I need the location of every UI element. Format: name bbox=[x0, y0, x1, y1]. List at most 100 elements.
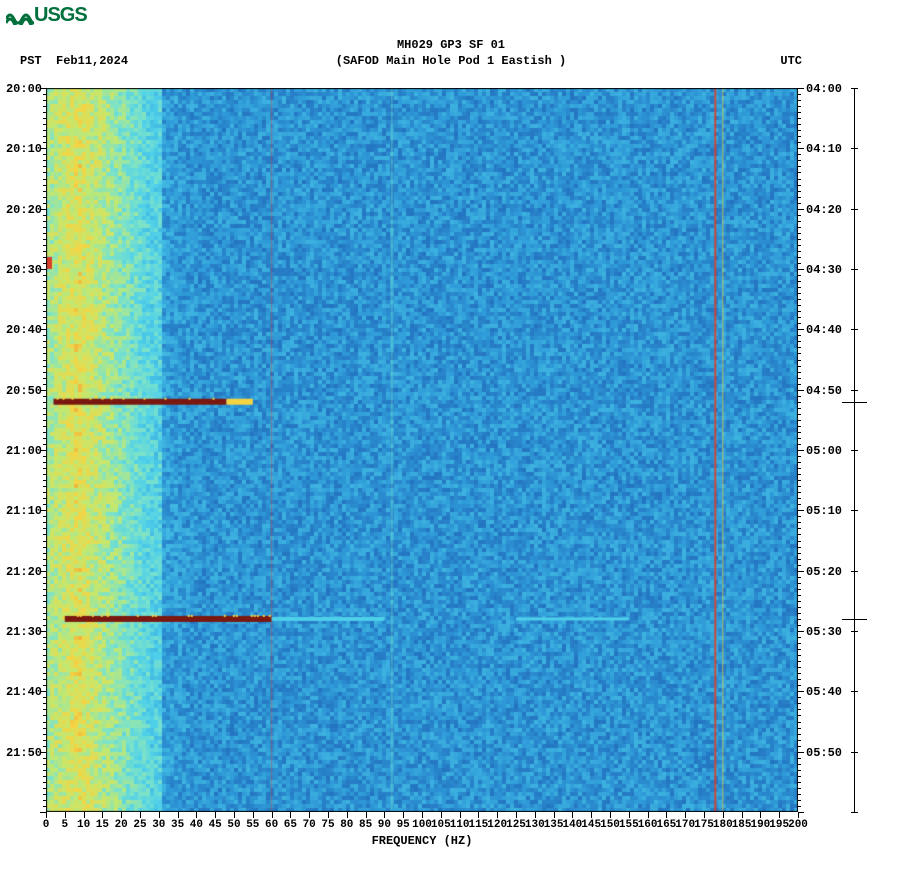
x-tick bbox=[178, 812, 179, 818]
x-tick-label: 155 bbox=[619, 819, 639, 831]
y-left-label: 20:50 bbox=[2, 384, 42, 398]
x-tick-label: 65 bbox=[284, 819, 297, 831]
y-left-minor bbox=[43, 293, 46, 294]
y-left-minor bbox=[43, 709, 46, 710]
y-right-minor bbox=[798, 703, 801, 704]
y-left-minor bbox=[43, 335, 46, 336]
x-tick bbox=[384, 812, 385, 818]
y-right-minor bbox=[798, 257, 801, 258]
y-right-minor bbox=[798, 480, 801, 481]
y-left-minor bbox=[43, 263, 46, 264]
side-tick bbox=[851, 450, 858, 451]
y-right-minor bbox=[798, 637, 801, 638]
y-right-minor bbox=[798, 166, 801, 167]
y-left-minor bbox=[43, 601, 46, 602]
x-tick bbox=[648, 812, 649, 818]
y-left-minor bbox=[43, 806, 46, 807]
y-left-minor bbox=[43, 124, 46, 125]
date-label: Feb11,2024 bbox=[56, 54, 128, 68]
y-left-minor bbox=[43, 275, 46, 276]
y-left-minor bbox=[43, 667, 46, 668]
y-left-minor bbox=[43, 426, 46, 427]
y-left-minor bbox=[43, 746, 46, 747]
x-tick-label: 25 bbox=[133, 819, 146, 831]
side-tick bbox=[851, 209, 858, 210]
y-left-minor bbox=[43, 347, 46, 348]
y-left-minor bbox=[43, 245, 46, 246]
y-right-minor bbox=[798, 740, 801, 741]
y-left-label: 20:40 bbox=[2, 323, 42, 337]
x-tick bbox=[366, 812, 367, 818]
y-left-minor bbox=[43, 637, 46, 638]
y-right-minor bbox=[798, 806, 801, 807]
plot-title-line2: (SAFOD Main Hole Pod 1 Eastish ) bbox=[0, 54, 902, 68]
y-left-label: 20:30 bbox=[2, 263, 42, 277]
y-left-minor bbox=[43, 100, 46, 101]
y-left-minor bbox=[43, 625, 46, 626]
x-tick bbox=[478, 812, 479, 818]
y-left-minor bbox=[43, 468, 46, 469]
y-left-minor bbox=[43, 402, 46, 403]
x-axis-title: FREQUENCY (HZ) bbox=[46, 834, 798, 848]
y-right-minor bbox=[798, 468, 801, 469]
x-tick bbox=[535, 812, 536, 818]
side-tick bbox=[851, 571, 858, 572]
x-tick-label: 85 bbox=[359, 819, 372, 831]
y-right-minor bbox=[798, 504, 801, 505]
y-left-minor bbox=[43, 679, 46, 680]
y-right-label: 05:30 bbox=[806, 625, 852, 639]
y-left-minor bbox=[43, 185, 46, 186]
y-right-minor bbox=[798, 800, 801, 801]
y-right-minor bbox=[798, 311, 801, 312]
y-right-minor bbox=[798, 100, 801, 101]
y-left-label: 21:00 bbox=[2, 444, 42, 458]
y-left-label: 21:30 bbox=[2, 625, 42, 639]
y-right-minor bbox=[798, 715, 801, 716]
x-tick-label: 30 bbox=[152, 819, 165, 831]
y-right-minor bbox=[798, 450, 804, 451]
x-tick-label: 105 bbox=[431, 819, 451, 831]
y-left-minor bbox=[43, 191, 46, 192]
y-left-minor bbox=[43, 583, 46, 584]
x-tick-label: 120 bbox=[487, 819, 507, 831]
y-right-minor bbox=[798, 758, 801, 759]
x-tick-label: 200 bbox=[788, 819, 808, 831]
y-right-minor bbox=[798, 697, 801, 698]
x-tick-label: 145 bbox=[581, 819, 601, 831]
x-tick bbox=[46, 812, 47, 818]
y-right-minor bbox=[798, 541, 801, 542]
y-right-minor bbox=[798, 456, 801, 457]
side-tick bbox=[851, 269, 858, 270]
y-left-minor bbox=[43, 456, 46, 457]
y-left-minor bbox=[43, 764, 46, 765]
x-tick bbox=[610, 812, 611, 818]
y-right-minor bbox=[798, 631, 804, 632]
y-right-minor bbox=[798, 625, 801, 626]
y-left-minor bbox=[43, 607, 46, 608]
x-tick-label: 35 bbox=[171, 819, 184, 831]
y-right-minor bbox=[798, 486, 801, 487]
y-right-minor bbox=[798, 685, 801, 686]
y-left-minor bbox=[43, 703, 46, 704]
y-left-minor bbox=[43, 353, 46, 354]
y-right-minor bbox=[798, 148, 804, 149]
x-tick-label: 80 bbox=[340, 819, 353, 831]
y-left-minor bbox=[43, 661, 46, 662]
y-right-minor bbox=[798, 203, 801, 204]
x-tick-label: 185 bbox=[732, 819, 752, 831]
y-right-label: 05:10 bbox=[806, 504, 852, 518]
y-left-minor bbox=[43, 462, 46, 463]
x-tick bbox=[290, 812, 291, 818]
tz-left-label: PST bbox=[20, 54, 42, 68]
y-right-minor bbox=[798, 679, 801, 680]
y-right-minor bbox=[798, 547, 801, 548]
x-tick bbox=[65, 812, 66, 818]
y-right-minor bbox=[798, 776, 801, 777]
y-right-minor bbox=[798, 372, 801, 373]
y-right-minor bbox=[798, 649, 801, 650]
y-left-minor bbox=[43, 788, 46, 789]
y-right-minor bbox=[798, 746, 801, 747]
y-left-minor bbox=[43, 227, 46, 228]
y-right-minor bbox=[798, 263, 801, 264]
y-right-minor bbox=[798, 559, 801, 560]
